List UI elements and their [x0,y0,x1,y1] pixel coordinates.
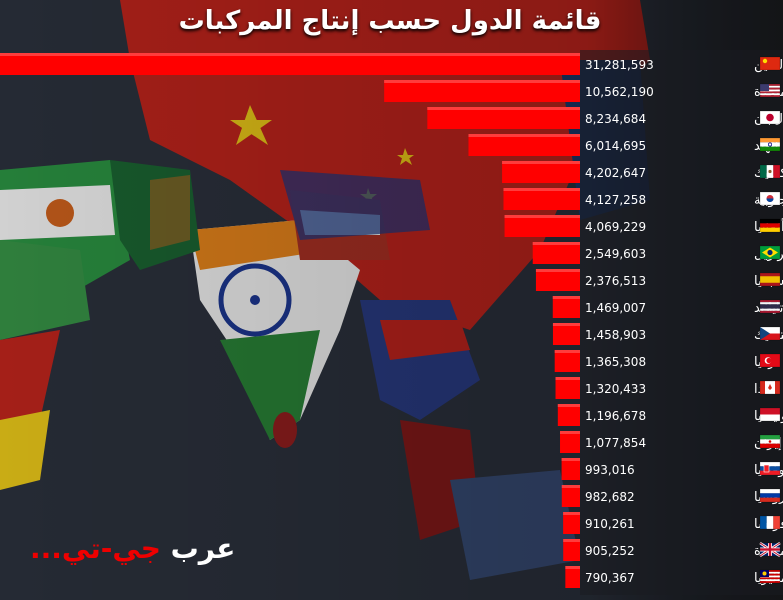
value-label: 910,261 [585,517,635,531]
iran-flag-icon [759,434,781,449]
japan-flag-icon [759,110,781,125]
bar [532,242,580,264]
south-korea-flag-icon [759,191,781,206]
value-label: 2,376,513 [585,274,646,288]
bar-highlight [560,431,580,434]
bar [557,404,580,426]
value-label: 6,014,695 [585,139,646,153]
uk-flag-icon [759,541,781,558]
bar-highlight [384,80,580,83]
bar [427,107,580,129]
china-flag-icon [759,56,781,71]
turkey-flag-icon [759,353,781,368]
bar [552,323,580,345]
site-logo: عرب جي-تي... [30,532,235,565]
bar [554,350,580,372]
value-label: 982,682 [585,490,635,504]
bar [563,512,580,534]
bar [502,161,580,183]
value-label: 4,127,258 [585,193,646,207]
chart-title: قائمة الدول حسب إنتاج المركبات [178,6,602,36]
value-label: 1,365,308 [585,355,646,369]
value-label: 2,549,603 [585,247,646,261]
bar-highlight [0,53,580,56]
bar-highlight [565,566,580,569]
value-label: 993,016 [585,463,635,477]
spain-flag-icon [759,272,781,287]
slovakia-flag-icon [759,461,781,476]
malaysia-flag-icon [759,569,781,584]
logo-part-2: جي-تي... [30,532,161,565]
czech-flag-icon [759,326,781,341]
bar [0,53,580,75]
bar-highlight [502,161,580,164]
bar-highlight [427,107,580,110]
value-label: 31,281,593 [585,58,654,72]
bar-highlight [503,188,580,191]
bar-highlight [535,269,580,272]
bar-highlight [552,296,580,299]
bar [552,296,580,318]
thailand-flag-icon [759,299,781,314]
bar [561,458,580,480]
bar-highlight [555,377,580,380]
indonesia-flag-icon [759,407,781,422]
bar [535,269,580,291]
bar-highlight [532,242,580,245]
bar-highlight [504,215,580,218]
bar [384,80,580,102]
value-label: 1,469,007 [585,301,646,315]
brazil-flag-icon [759,245,781,260]
value-label: 905,252 [585,544,635,558]
bar-highlight [561,485,580,488]
bar [565,566,580,588]
value-label: 790,367 [585,571,635,585]
usa-flag-icon [759,83,781,98]
bar [504,215,580,237]
bar-highlight [552,323,580,326]
value-label: 10,562,190 [585,85,654,99]
value-label: 1,196,678 [585,409,646,423]
bar [560,431,580,453]
canada-flag-icon [759,380,781,395]
bar [503,188,580,210]
bar [561,485,580,507]
bar-highlight [554,350,580,353]
value-label: 1,458,903 [585,328,646,342]
value-label: 8,234,684 [585,112,646,126]
bar-highlight [557,404,580,407]
value-label: 1,320,433 [585,382,646,396]
bar-highlight [561,458,580,461]
mexico-flag-icon [759,164,781,179]
bar [555,377,580,399]
france-flag-icon [759,515,781,530]
bar-highlight [563,539,580,542]
bar [468,134,580,156]
value-label: 4,202,647 [585,166,646,180]
bar [563,539,580,561]
germany-flag-icon [759,218,781,233]
russia-flag-icon [759,488,781,503]
logo-part-1: عرب [170,532,236,565]
label-panel [580,50,783,595]
bar-highlight [468,134,580,137]
value-label: 1,077,854 [585,436,646,450]
india-flag-icon [759,137,781,152]
bar-highlight [563,512,580,515]
value-label: 4,069,229 [585,220,646,234]
